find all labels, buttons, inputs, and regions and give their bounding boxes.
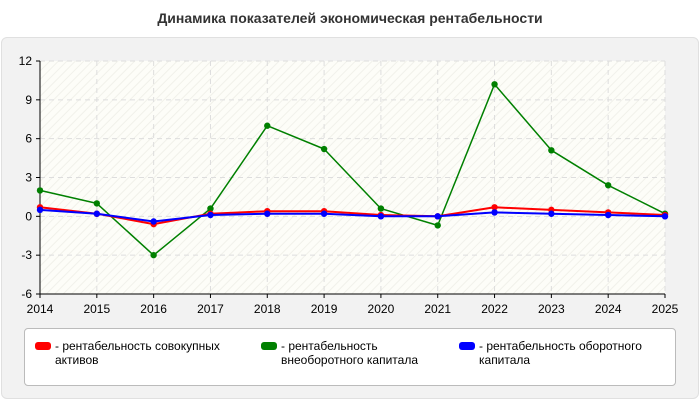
axes [36,60,666,298]
data-point [434,213,441,220]
data-point [320,145,328,153]
y-tick-label: 9 [25,93,32,107]
data-point [264,210,271,217]
x-tick-label: 2019 [311,302,338,316]
data-point [604,211,612,219]
series-line-2 [39,83,666,256]
legend-item-total-assets: - рентабельность совокупных активов [35,339,245,367]
data-point [491,204,498,211]
data-point [36,206,44,214]
data-point [150,251,157,259]
y-tick-label: -3 [21,248,32,262]
x-tick-label: 2025 [652,302,679,316]
x-tick-label: 2020 [368,302,395,316]
data-point [264,122,271,129]
x-tick-label: 2024 [595,302,622,316]
legend-label: - рентабельность оборотного капитала [479,339,642,367]
data-point [150,218,157,225]
legend: - рентабельность совокупных активов - ре… [24,328,676,386]
legend-label: - рентабельность совокупных активов [55,339,220,367]
legend-item-noncurrent-capital: - рентабельность внеоборотного капитала [261,339,461,367]
plot-area [40,61,665,294]
x-tick-label: 2016 [140,302,167,316]
data-point [377,205,385,212]
data-point [36,187,44,194]
x-tick-label: 2021 [424,302,451,316]
y-tick-label: 12 [19,54,33,68]
data-point [548,210,555,217]
legend-item-working-capital: - рентабельность оборотного капитала [459,339,669,367]
grid-lines [40,60,666,294]
legend-swatch-red [35,342,51,350]
y-tick-label: 6 [25,132,32,146]
data-point [93,200,101,207]
x-tick-label: 2023 [538,302,565,316]
data-point [320,210,328,217]
y-tick-label: -6 [21,287,32,301]
series-line-3 [39,208,666,223]
data-point [604,182,612,189]
legend-label: - рентабельность внеоборотного капитала [281,339,418,367]
data-point [207,211,214,219]
x-tick-label: 2015 [83,302,110,316]
series-group [36,81,669,259]
data-point [93,210,101,217]
data-point [377,213,385,220]
x-tick-label: 2022 [481,302,508,316]
y-tick-label: 3 [25,171,32,185]
x-tick-label: 2014 [27,302,54,316]
y-tick-label: 0 [25,209,32,223]
data-point [491,209,498,216]
data-point [434,222,441,229]
chart-title: Динамика показателей экономическая рента… [157,10,543,26]
legend-swatch-blue [459,342,475,350]
x-tick-label: 2018 [254,302,281,316]
data-point [548,147,555,154]
data-point [207,205,214,212]
tick-labels: -6 -3 0 3 6 9 12 2014 2015 2016 2017 2018 2019 2020 20… [19,54,679,316]
series-line-1 [39,206,666,226]
data-point [661,213,669,220]
legend-swatch-green [261,342,277,350]
data-point [491,81,498,88]
x-tick-label: 2017 [197,302,224,316]
